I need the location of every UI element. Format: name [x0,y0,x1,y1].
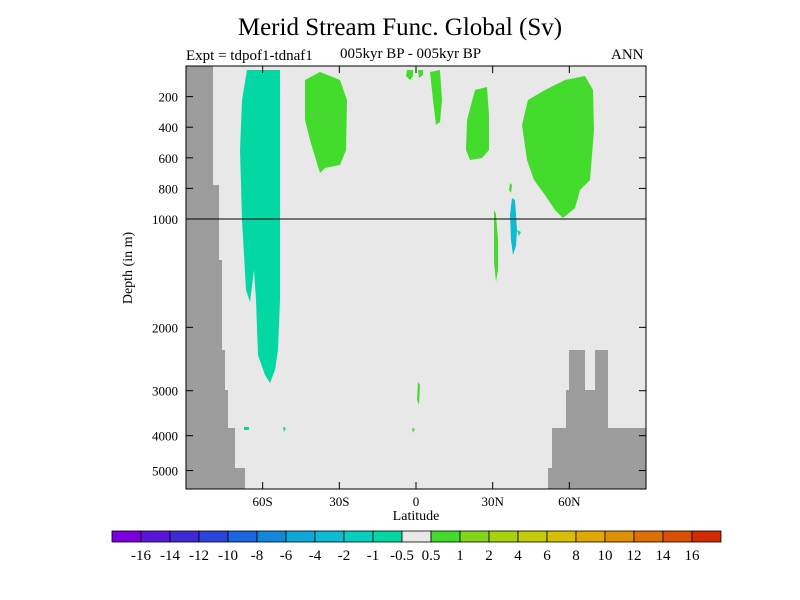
colorbar-swatch [604,530,635,543]
colorbar-swatch [198,530,229,543]
colorbar-label: -6 [280,548,293,564]
subtitle-right: ANN [611,47,644,63]
positive-cell-deep-tongue [494,210,498,282]
land-antarctica [186,66,245,489]
colorbar-label: 12 [627,548,642,564]
y-tick-label: 2000 [152,320,178,335]
colorbar-label: -12 [189,548,209,564]
colorbar-label: 6 [543,548,551,564]
y-tick-label: 800 [159,181,179,196]
positive-cell-small-a [509,183,512,193]
colorbar-swatch [256,530,287,543]
positive-cell-small-c [412,428,415,433]
colorbar-swatch [314,530,345,543]
positive-cell-north-atlantic [522,76,594,218]
colorbar-swatch [488,530,519,543]
positive-cell-equatorial-c [430,70,442,125]
y-tick-label: 4000 [152,429,178,444]
colorbar-swatch [372,530,403,543]
colorbar-label: -2 [338,548,351,564]
x-tick-label: 60S [253,494,273,509]
y-tick-label: 5000 [152,464,178,479]
negative-cell-southern-ocean [240,70,280,383]
negative-cell-small-c [283,427,286,432]
colorbar-swatch [662,530,693,543]
colorbar-label: 10 [598,548,613,564]
colorbar-label: -1 [367,548,380,564]
negative-cell-small-b [244,427,249,430]
colorbar-swatch [111,530,142,543]
x-tick-label: 0 [413,494,420,509]
y-tick-label: 200 [159,90,179,105]
y-tick-label: 600 [159,151,179,166]
colorbar-swatch [227,530,258,543]
colorbar-swatch [575,530,606,543]
colorbar-swatch [140,530,171,543]
x-axis-label: Latitude [393,509,440,524]
positive-cell-equatorial-b [418,70,423,78]
colorbar-swatch [343,530,374,543]
x-tick-label: 30S [329,494,349,509]
colorbar-label: 2 [485,548,493,564]
plot-content [186,66,646,489]
colorbar: -16 -14 -12 -10 -8 -6 -4 -2 -1 -0.5 0.5 1 2 4 6 8 10 12 14… [111,530,722,564]
subtitle-center: 005kyr BP - 005kyr BP [340,46,482,62]
colorbar-swatch [633,530,664,543]
colorbar-label: -16 [131,548,151,564]
colorbar-swatch [401,530,432,543]
positive-cell-southern-upper [305,72,347,173]
positive-cell-equatorial-a [406,70,413,80]
y-tick-label: 400 [159,120,179,135]
colorbar-swatch [517,530,548,543]
y-axis: 200 400 600 800 1000 2000 3000 4000 5000 [152,90,646,479]
negative-cell-small-a [517,230,521,236]
colorbar-label: 0.5 [422,548,441,564]
colorbar-swatch [691,530,722,543]
y-tick-label: 1000 [152,212,178,227]
subtitle-left: Expt = tdpof1-tdnaf1 [186,48,313,64]
colorbar-swatch [430,530,461,543]
colorbar-swatch [546,530,577,543]
x-axis: 60S 30S 0 30N 60N [253,66,581,509]
colorbar-label: -0.5 [390,548,414,564]
colorbar-label: 1 [456,548,464,564]
negative-cell-cyan-patch [510,198,517,255]
y-tick-label: 3000 [152,384,178,399]
colorbar-label: 4 [514,548,522,564]
chart-title: Merid Stream Func. Global (Sv) [237,14,563,41]
positive-cell-subtropical-north [466,87,489,160]
colorbar-swatch [459,530,490,543]
colorbar-label: -8 [251,548,264,564]
x-tick-label: 30N [481,494,504,509]
colorbar-label: -10 [218,548,238,564]
colorbar-swatch [285,530,316,543]
x-tick-label: 60N [558,494,581,509]
colorbar-label: 8 [572,548,580,564]
land-arctic [548,350,646,489]
colorbar-label: 16 [685,548,701,564]
y-axis-label: Depth (in m) [121,232,136,305]
colorbar-label: -4 [309,548,322,564]
colorbar-label: -14 [160,548,180,564]
positive-cell-small-b [417,382,420,405]
colorbar-label: 14 [656,548,672,564]
colorbar-swatch [169,530,200,543]
